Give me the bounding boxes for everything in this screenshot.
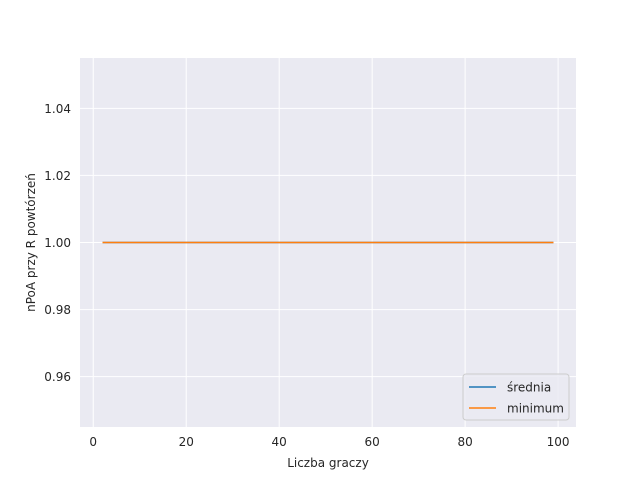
legend-label: średnia: [507, 381, 551, 395]
y-tick-label: 0.98: [44, 303, 71, 317]
x-tick-label: 40: [272, 435, 287, 449]
y-axis-ticks: 0.96 0.98 1.00 1.02 1.04: [44, 102, 71, 384]
legend-label: minimum: [507, 402, 564, 416]
x-tick-label: 80: [457, 435, 472, 449]
x-axis-ticks: 0 20 40 60 80 100: [89, 435, 569, 449]
y-tick-label: 1.02: [44, 169, 71, 183]
legend: średnia minimum: [462, 373, 570, 421]
x-axis-label: Liczba graczy: [287, 456, 369, 470]
x-tick-label: 100: [547, 435, 570, 449]
x-tick-label: 60: [365, 435, 380, 449]
y-tick-label: 1.04: [44, 102, 71, 116]
x-tick-label: 0: [89, 435, 97, 449]
y-tick-label: 1.00: [44, 236, 71, 250]
y-tick-label: 0.96: [44, 370, 71, 384]
y-axis-label: nPoA przy R powtórzeń: [24, 173, 38, 312]
x-tick-label: 20: [179, 435, 194, 449]
